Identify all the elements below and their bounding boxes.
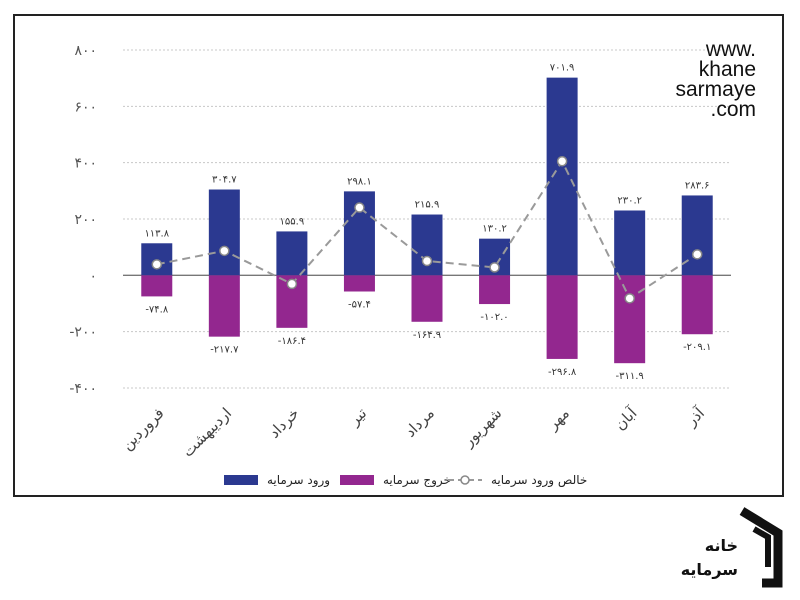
outflow-data-label: -۳۱۱.۹ — [616, 371, 644, 382]
inflow-bar — [681, 195, 713, 276]
x-tick-label: مهر — [543, 404, 573, 434]
net-inflow-point — [151, 259, 163, 270]
x-tick-label: مرداد — [401, 404, 438, 441]
outflow-bar — [208, 275, 240, 337]
khane-sarmaye-logo: خانه سرمایه — [681, 507, 783, 588]
legend-swatch-outflow — [340, 475, 374, 485]
outflow-bar — [681, 275, 713, 335]
x-tick-label: خرداد — [265, 404, 303, 442]
net-inflow-point — [354, 202, 365, 213]
outflow-data-label: -۱۸۶.۴ — [278, 336, 306, 347]
x-tick-label: اردیبهشت — [179, 404, 235, 460]
x-tick-label: تیر — [345, 404, 370, 429]
outflow-bar — [479, 275, 511, 305]
outflow-data-label: -۵۷.۴ — [348, 300, 371, 311]
y-tick-label: ۲۰۰ — [74, 212, 97, 228]
outflow-data-label: -۱۶۴.۹ — [413, 330, 441, 341]
outflow-data-label: -۲۱۷.۷ — [210, 345, 239, 356]
capital-flow-chart: -۴۰۰ -۲۰۰ ۰ ۲۰۰ ۴۰۰ ۶۰۰ ۸۰۰ ۱۱۳.۸ -۷۴.۸ فروردین ۳۰… — [69, 43, 731, 488]
inflow-bar — [614, 210, 646, 276]
inflow-data-label: ۳۰۴.۷ — [212, 175, 237, 186]
y-tick-label: ۰ — [89, 268, 97, 284]
logo-word-sarmaye: سرمایه — [681, 560, 738, 579]
x-tick-label: فروردین — [118, 404, 168, 454]
x-tick-label: آبان — [611, 404, 641, 434]
brand-line-sarmaye: sarmaye — [675, 78, 756, 101]
outflow-data-label: -۲۰۹.۱ — [683, 342, 711, 353]
y-tick-label: ۴۰۰ — [74, 156, 97, 172]
brand-line-khane: khane — [698, 58, 756, 81]
y-tick-label: ۸۰۰ — [74, 43, 97, 59]
inflow-bar — [208, 189, 240, 276]
outflow-bar — [614, 275, 646, 364]
outflow-data-label: -۷۴.۸ — [145, 304, 169, 315]
inflow-data-label: ۱۱۳.۸ — [144, 228, 169, 239]
y-tick-label: ۶۰۰ — [74, 99, 97, 115]
brand-line-www: www. — [705, 38, 756, 61]
legend-swatch-inflow — [224, 475, 258, 485]
net-inflow-point — [286, 278, 298, 290]
brand-line-com: .com — [710, 98, 756, 121]
inflow-data-label: ۲۱۵.۹ — [415, 200, 440, 211]
net-inflow-point — [421, 255, 433, 267]
outflow-bar — [411, 275, 443, 322]
outflow-bar — [546, 275, 578, 359]
outflow-data-label: -۱۰۲.۰ — [480, 312, 508, 323]
net-inflow-point — [556, 155, 568, 167]
outflow-data-label: -۲۹۶.۸ — [548, 367, 577, 378]
outflow-bar — [343, 275, 375, 292]
logo-word-khane: خانه — [705, 536, 738, 555]
inflow-data-label: ۱۵۵.۹ — [280, 216, 305, 227]
chart-frame: -۴۰۰ -۲۰۰ ۰ ۲۰۰ ۴۰۰ ۶۰۰ ۸۰۰ ۱۱۳.۸ -۷۴.۸ فروردین ۳۰… — [13, 14, 784, 497]
net-inflow-point — [219, 245, 230, 257]
inflow-data-label: ۷۰۱.۹ — [550, 63, 575, 74]
net-inflow-point — [691, 249, 703, 260]
legend-label-outflow: خروج سرمایه — [383, 473, 451, 488]
x-tick-label: شهریور — [459, 404, 506, 451]
y-tick-label: -۴۰۰ — [69, 381, 97, 397]
net-inflow-point — [489, 262, 500, 273]
net-inflow-point — [624, 293, 635, 304]
x-tick-label: آذر — [682, 404, 709, 431]
inflow-data-label: ۱۳۰.۲ — [482, 224, 507, 235]
legend-label-inflow: ورود سرمایه — [267, 473, 330, 488]
inflow-data-label: ۲۳۰.۲ — [617, 195, 642, 206]
outflow-bar — [141, 275, 173, 297]
y-tick-label: -۲۰۰ — [69, 325, 97, 341]
inflow-data-label: ۲۸۳.۶ — [685, 180, 710, 191]
inflow-bar — [276, 231, 308, 276]
website-brand: www. khane sarmaye .com — [675, 38, 756, 121]
legend-label-net: خالص ورود سرمایه — [491, 473, 587, 488]
legend-marker-net — [460, 475, 470, 485]
house-logo-icon — [739, 507, 783, 588]
inflow-data-label: ۲۹۸.۱ — [347, 176, 372, 187]
